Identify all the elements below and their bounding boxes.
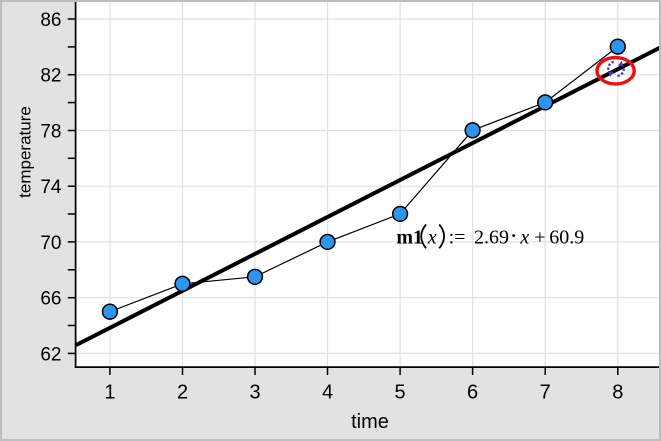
svg-text:86: 86: [40, 10, 61, 31]
svg-text:74: 74: [40, 177, 62, 198]
svg-text:3: 3: [249, 382, 260, 404]
svg-text:temperature: temperature: [16, 106, 35, 198]
svg-text:66: 66: [40, 289, 61, 310]
svg-text:time: time: [351, 411, 389, 433]
svg-text:4: 4: [322, 382, 333, 404]
svg-text:x: x: [519, 226, 529, 248]
svg-text:·: ·: [510, 223, 518, 249]
svg-text:8: 8: [612, 382, 623, 404]
svg-text:m1: m1: [396, 226, 423, 248]
svg-text:62: 62: [40, 344, 61, 365]
svg-text:6: 6: [467, 382, 478, 404]
svg-text:1: 1: [104, 382, 115, 404]
svg-text:2: 2: [177, 382, 188, 404]
svg-text:x: x: [427, 226, 437, 248]
svg-text:70: 70: [40, 233, 61, 254]
svg-text:+: +: [534, 226, 545, 248]
svg-text:5: 5: [395, 382, 406, 404]
svg-text::=: :=: [449, 226, 466, 248]
svg-text:60.9: 60.9: [549, 226, 584, 248]
svg-text:2.69: 2.69: [474, 226, 509, 248]
svg-text:78: 78: [40, 121, 61, 142]
svg-text:82: 82: [40, 66, 61, 87]
svg-text:7: 7: [540, 382, 551, 404]
